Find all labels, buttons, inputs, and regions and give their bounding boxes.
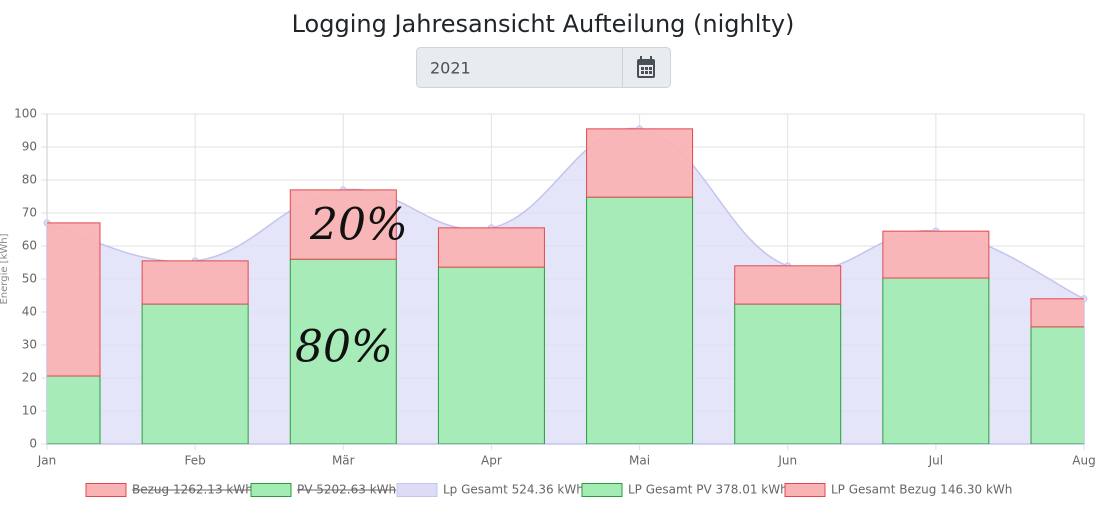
x-tick-label: Jan bbox=[37, 454, 57, 468]
chart: 0 10 20 30 40 50 60 70 80 90 100 Jan Feb Mär Apr Mai Jun… bbox=[0, 107, 1096, 497]
y-tick-label: 50 bbox=[22, 272, 37, 286]
bar-segment bbox=[47, 375, 101, 444]
page-title: Logging Jahresansicht Aufteilung (nighlt… bbox=[292, 10, 795, 38]
y-axis-label: Energie [kWh] bbox=[0, 233, 10, 304]
y-tick-label: 60 bbox=[22, 239, 37, 253]
bar-segment bbox=[141, 260, 249, 305]
legend-swatch bbox=[85, 483, 127, 497]
picker-value[interactable]: 2021 bbox=[430, 59, 471, 78]
x-tick-label: Feb bbox=[185, 454, 206, 468]
calendar-icon[interactable] bbox=[637, 56, 655, 78]
y-tick-label: 100 bbox=[14, 107, 37, 121]
legend-item[interactable]: Lp Gesamt 524.36 kWh bbox=[396, 483, 584, 497]
legend-label: Lp Gesamt 524.36 kWh bbox=[443, 483, 584, 497]
bar-segment bbox=[882, 230, 990, 279]
legend-swatch bbox=[396, 483, 438, 497]
bar-segment bbox=[586, 196, 694, 444]
legend-item[interactable]: LP Gesamt Bezug 146.30 kWh bbox=[784, 483, 1012, 497]
annotation: 20% bbox=[309, 200, 408, 251]
legend-item[interactable]: PV 5202.63 kWh bbox=[250, 483, 397, 497]
legend-swatch bbox=[784, 483, 826, 497]
x-tick-label: Mai bbox=[629, 454, 650, 468]
year-picker[interactable]: 2021 bbox=[416, 47, 671, 88]
y-tick-label: 30 bbox=[22, 338, 37, 352]
y-tick-label: 70 bbox=[22, 206, 37, 220]
y-tick-label: 20 bbox=[22, 371, 37, 385]
x-tick-label: Jul bbox=[928, 454, 943, 468]
x-tick-label: Mär bbox=[332, 454, 355, 468]
legend-label: LP Gesamt Bezug 146.30 kWh bbox=[831, 483, 1012, 497]
y-tick-label: 80 bbox=[22, 173, 37, 187]
legend-swatch bbox=[250, 483, 292, 497]
bar-segment bbox=[141, 303, 249, 444]
x-tick-label: Aug bbox=[1072, 454, 1095, 468]
bar-segment bbox=[882, 277, 990, 444]
x-tick-label: Apr bbox=[481, 454, 502, 468]
y-tick-label: 40 bbox=[22, 305, 37, 319]
y-tick-label: 0 bbox=[29, 437, 37, 451]
y-tick-label: 10 bbox=[22, 404, 37, 418]
bar-segment bbox=[1030, 326, 1084, 444]
bar-segment bbox=[1030, 298, 1084, 328]
bar-segment bbox=[289, 189, 397, 260]
legend-item[interactable]: LP Gesamt PV 378.01 kWh bbox=[581, 483, 788, 497]
bar-segment bbox=[734, 303, 842, 444]
annotation: 80% bbox=[295, 322, 393, 373]
legend-swatch bbox=[581, 483, 623, 497]
bar-segment bbox=[47, 222, 101, 377]
bar-segment bbox=[437, 227, 545, 268]
picker-field[interactable] bbox=[416, 47, 671, 88]
bar-segment bbox=[586, 128, 694, 198]
y-tick-label: 90 bbox=[22, 140, 37, 154]
legend-item[interactable]: Bezug 1262.13 kWh bbox=[85, 483, 253, 497]
bar-segment bbox=[734, 265, 842, 305]
bar-segment bbox=[437, 266, 545, 444]
x-tick-label: Jun bbox=[777, 454, 797, 468]
legend-label: LP Gesamt PV 378.01 kWh bbox=[628, 483, 788, 497]
bar-segment bbox=[289, 258, 397, 444]
